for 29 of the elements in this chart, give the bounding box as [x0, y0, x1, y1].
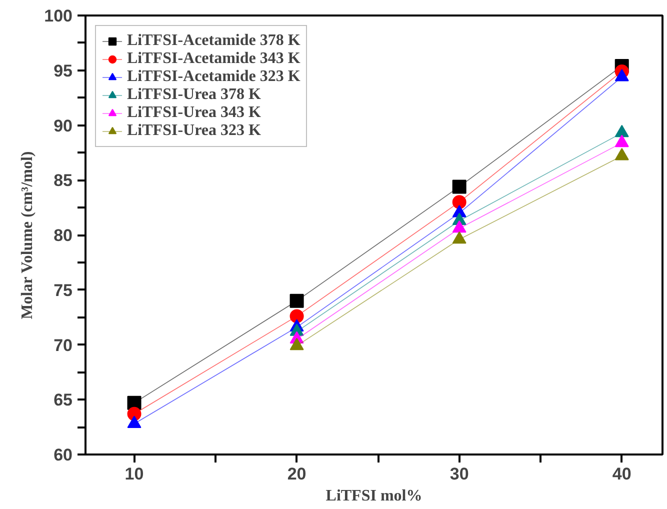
y-tick-label: 95	[54, 61, 73, 80]
x-tick-label: 20	[287, 464, 306, 484]
legend-label: LiTFSI-Urea 378 K	[127, 86, 261, 104]
y-tick-label: 65	[54, 390, 73, 410]
point	[452, 220, 466, 233]
legend-label: LiTFSI-Acetamide 378 K	[127, 32, 300, 50]
y-tick-label: 90	[54, 116, 73, 136]
y-tick-label: 80	[54, 226, 73, 245]
point	[614, 134, 629, 148]
y-tick-label: 70	[54, 336, 73, 355]
point	[290, 338, 304, 350]
legend-label: LiTFSI-Acetamide 323 K	[127, 68, 300, 86]
y-tick-label: 100	[44, 6, 73, 26]
legend-label: LiTFSI-Acetamide 343 K	[127, 50, 300, 68]
legend-label: LiTFSI-Urea 323 K	[127, 122, 261, 140]
point	[452, 231, 466, 244]
point	[614, 148, 629, 160]
y-axis-title: Molar Volume (cm³/mol)	[19, 151, 36, 320]
y-tick-label: 60	[54, 446, 73, 464]
y-tick-label: 85	[54, 171, 73, 190]
x-tick-label: 30	[450, 464, 469, 484]
x-axis-title: LiTFSI mol%	[326, 488, 422, 504]
point	[614, 124, 629, 138]
x-tick-label: 40	[612, 464, 632, 484]
point	[127, 416, 142, 428]
x-tick-label: 10	[124, 464, 144, 484]
point	[614, 68, 629, 82]
y-tick-label: 75	[54, 280, 73, 300]
legend-label: LiTFSI-Urea 343 K	[127, 104, 261, 122]
